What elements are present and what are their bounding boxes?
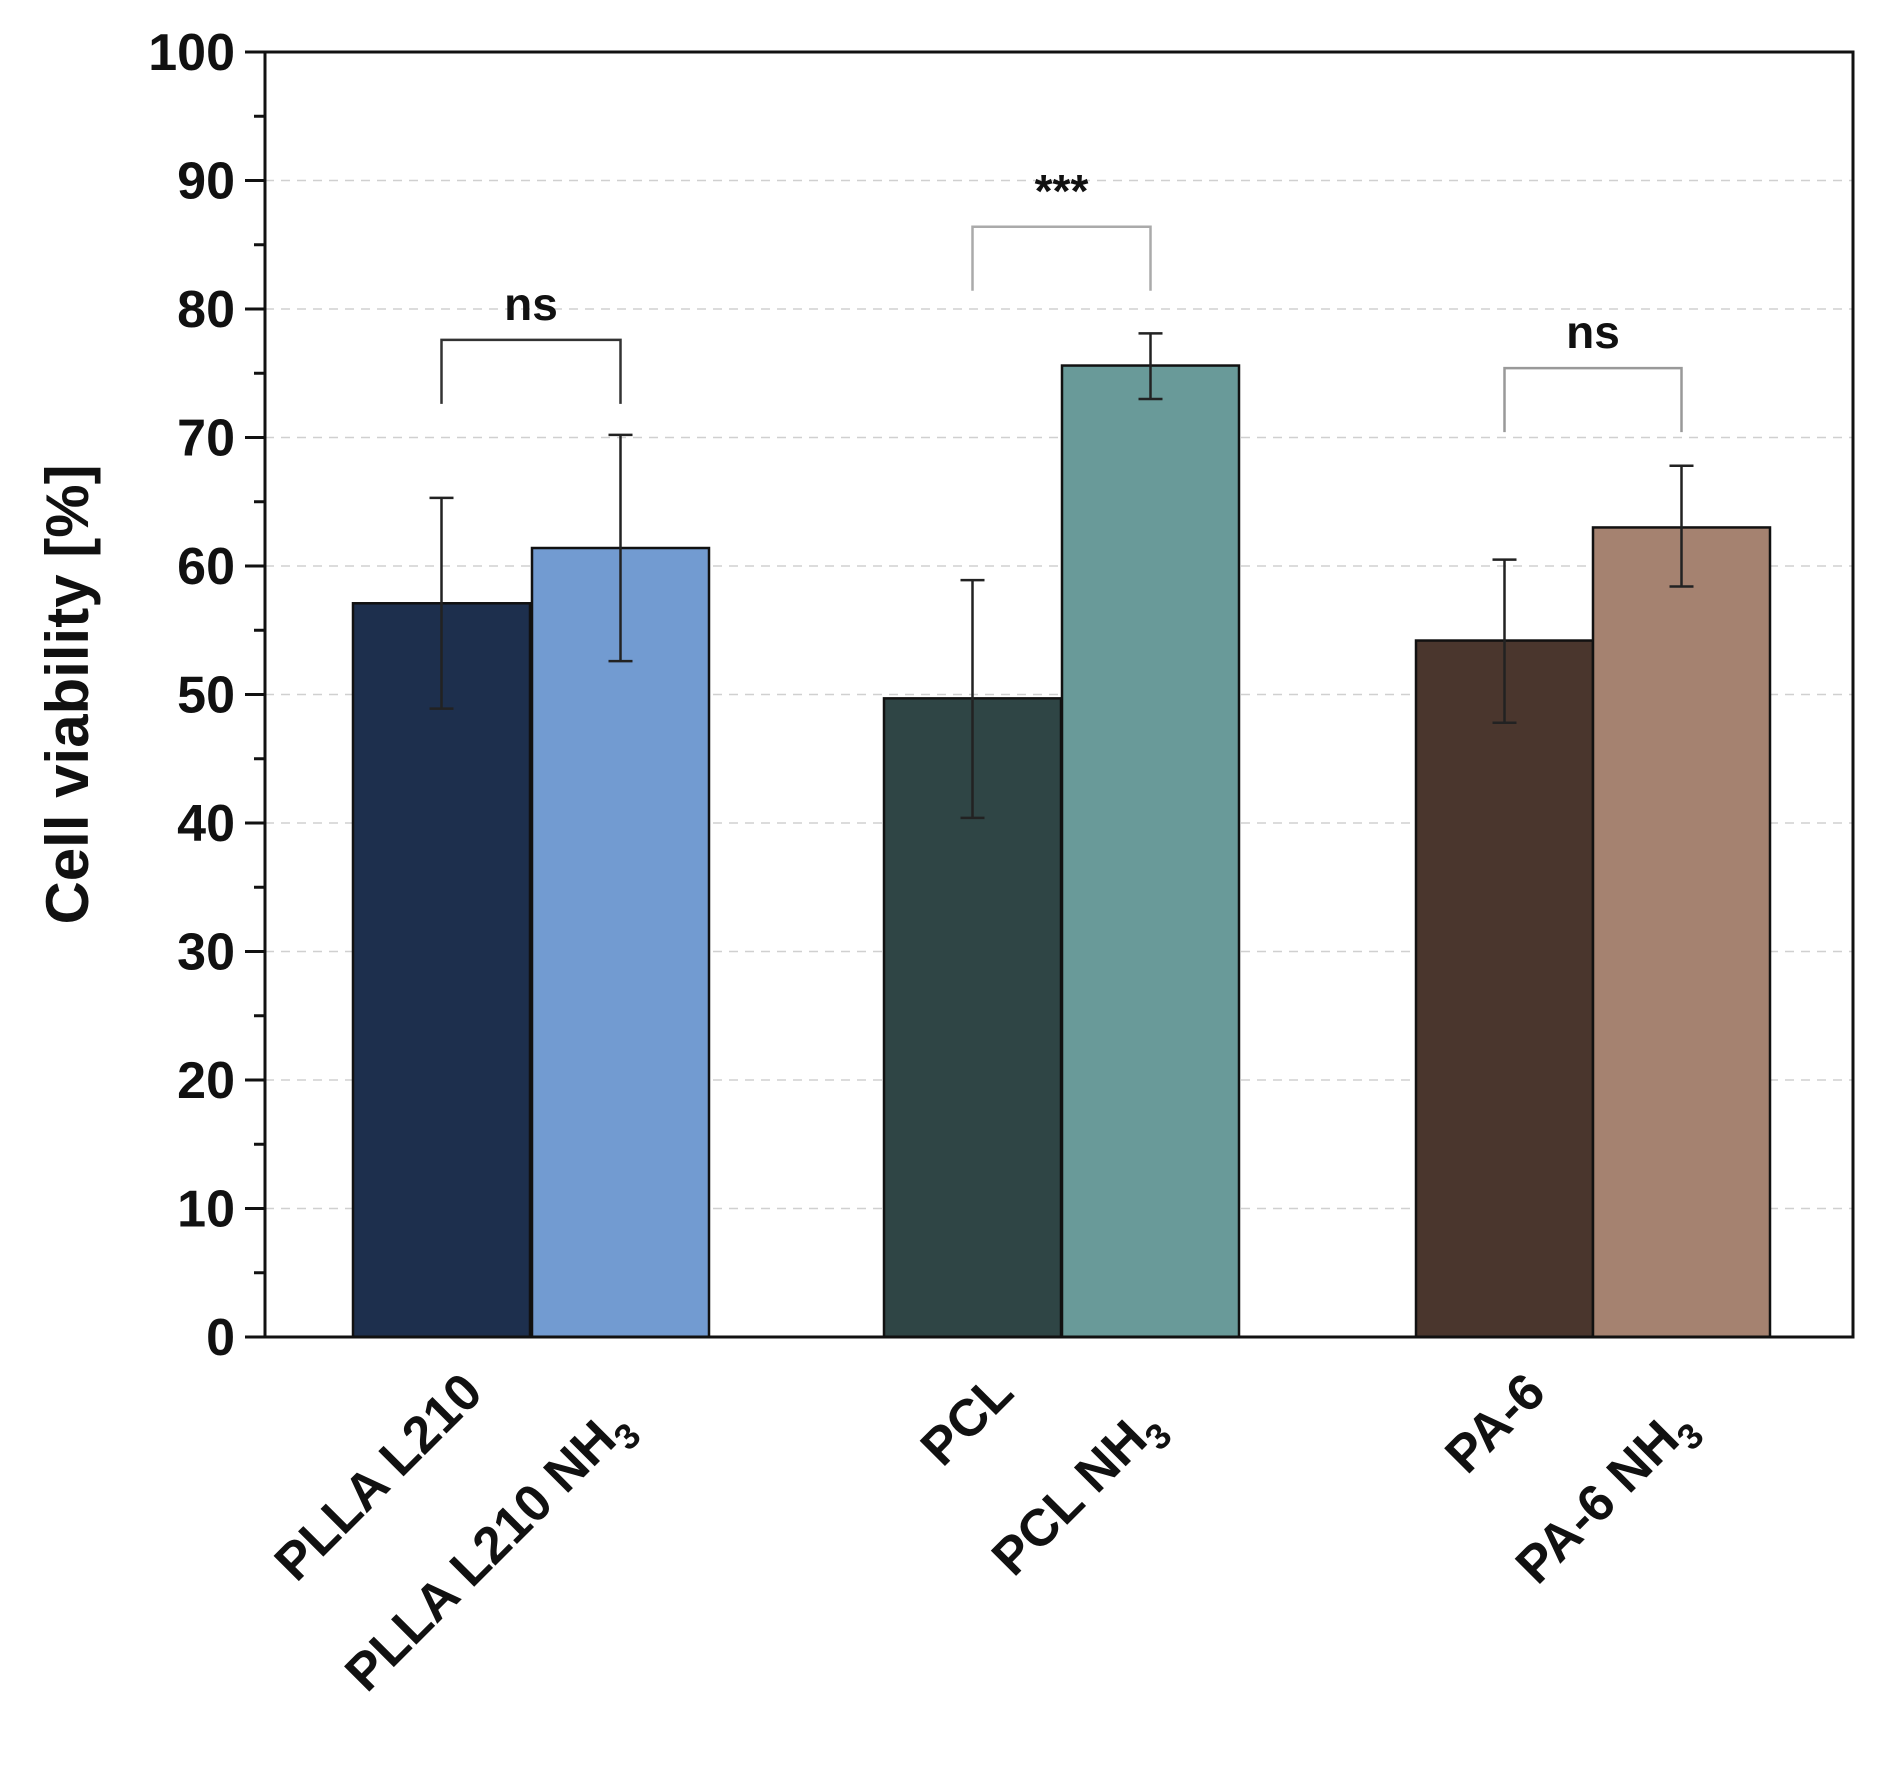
error-bar xyxy=(608,433,633,663)
y-tick-label: 90 xyxy=(177,153,235,211)
x-category-label-text: PCL NH xyxy=(981,1410,1158,1587)
y-tick-label: 40 xyxy=(177,795,235,853)
error-bars-group xyxy=(429,332,1694,820)
significance-bracket xyxy=(971,225,1152,291)
error-bar xyxy=(429,496,454,710)
x-category-label: PA-6 NH3 xyxy=(1505,1395,1712,1602)
bar xyxy=(1591,526,1772,1339)
x-category-label-text: PA-6 NH xyxy=(1505,1410,1690,1595)
error-bar xyxy=(1492,558,1517,725)
bars-group xyxy=(351,364,1772,1339)
y-axis: 0 10 20 30 40 50 60 70 80 90 100 xyxy=(148,24,265,1367)
y-tick-label: 80 xyxy=(177,281,235,339)
bar xyxy=(351,602,532,1339)
significance-brackets: ns *** ns xyxy=(440,165,1683,433)
x-category-label: PCL NH3 xyxy=(981,1395,1179,1593)
error-bar xyxy=(1138,332,1163,401)
y-tick-label: 50 xyxy=(177,667,235,725)
x-category-label: PCL xyxy=(910,1362,1025,1477)
bar xyxy=(530,546,711,1339)
significance-label: ns xyxy=(504,278,558,330)
y-tick-label: 20 xyxy=(177,1052,235,1110)
y-tick-label: 10 xyxy=(177,1181,235,1239)
x-category-label-text: PCL xyxy=(910,1362,1025,1477)
y-tick-label: 70 xyxy=(177,410,235,468)
error-bar xyxy=(960,578,985,820)
y-tick-label: 100 xyxy=(148,24,235,82)
x-category-label: PA-6 xyxy=(1434,1362,1556,1484)
y-tick-label: 0 xyxy=(206,1309,235,1367)
bar xyxy=(1060,364,1241,1339)
significance-bracket xyxy=(440,338,622,404)
significance-label: ns xyxy=(1566,306,1620,358)
y-axis-title: Cell viability [%] xyxy=(34,464,101,924)
x-category-label-text: PA-6 xyxy=(1434,1362,1556,1484)
error-bar xyxy=(1669,464,1694,588)
significance-label: *** xyxy=(1035,165,1089,217)
significance-bracket xyxy=(1503,366,1683,433)
y-tick-label: 30 xyxy=(177,924,235,982)
y-tick-label: 60 xyxy=(177,538,235,596)
bar xyxy=(1414,639,1595,1339)
